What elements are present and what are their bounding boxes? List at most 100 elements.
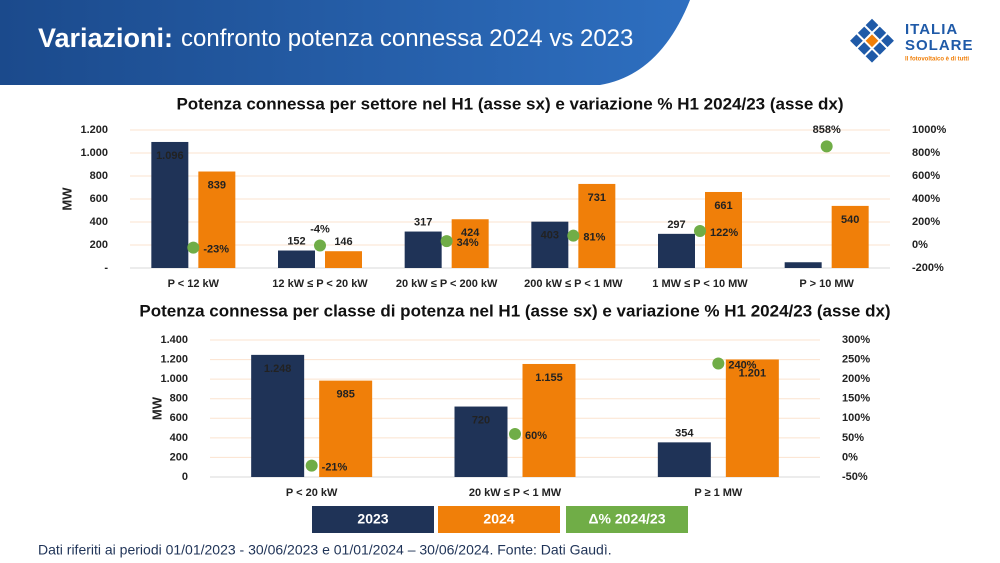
bar: [251, 354, 305, 477]
value-label: 354: [675, 427, 694, 439]
value-label: 985: [336, 389, 354, 401]
y2-tick-label: 1000%: [912, 124, 946, 136]
value-label: 720: [472, 414, 490, 426]
x-tick-label: 1 MW ≤ P < 10 MW: [652, 278, 748, 290]
value-label: 317: [414, 216, 432, 228]
bar: [578, 183, 616, 268]
x-tick-label: P ≥ 1 MW: [694, 487, 743, 499]
chart-title: Potenza connessa per classe di potenza n…: [139, 301, 890, 320]
value-label: 839: [208, 179, 226, 191]
bar: [522, 363, 576, 477]
y-tick-label: 200: [170, 451, 188, 463]
y-axis-title: MW: [59, 187, 74, 211]
bar: [451, 219, 489, 268]
y2-tick-label: 400%: [912, 193, 940, 205]
bar: [831, 205, 869, 268]
delta-point: [509, 427, 521, 440]
bar: [658, 233, 695, 268]
value-label: 1.201: [739, 367, 767, 379]
y-tick-label: 600: [170, 412, 188, 424]
y2-tick-label: 50%: [842, 432, 864, 444]
y-tick-label: -: [104, 262, 108, 274]
legend-label: 2024: [483, 511, 514, 527]
value-label: 403: [541, 230, 559, 242]
legend-label: Δ% 2024/23: [588, 511, 665, 527]
y-tick-label: 400: [170, 432, 188, 444]
legend-swatch: [566, 506, 688, 533]
y-tick-label: 1.200: [160, 353, 188, 365]
value-label: 731: [588, 192, 606, 204]
value-label: 424: [461, 227, 480, 239]
bar: [198, 171, 236, 268]
y2-tick-label: 200%: [842, 373, 870, 385]
value-label: 1.096: [156, 150, 184, 162]
logo-line1: ITALIA: [905, 21, 958, 38]
value-label: 297: [667, 219, 685, 231]
value-label: 540: [841, 214, 859, 226]
bar: [151, 141, 189, 268]
value-label: 146: [334, 236, 352, 248]
x-tick-label: 20 kW ≤ P < 1 MW: [469, 487, 562, 499]
x-tick-label: 20 kW ≤ P < 200 kW: [396, 278, 498, 290]
delta-point: [440, 235, 453, 248]
delta-label: -21%: [322, 462, 348, 474]
y2-tick-label: 100%: [842, 412, 870, 424]
bar: [454, 406, 508, 477]
delta-point: [820, 140, 833, 153]
y-tick-label: 1.000: [160, 373, 188, 385]
delta-point: [187, 241, 200, 254]
header-title-bold: Variazioni:: [38, 23, 173, 53]
value-label: 152: [287, 235, 305, 247]
delta-label: -23%: [203, 244, 229, 256]
y2-tick-label: 150%: [842, 393, 870, 405]
delta-label: 60%: [525, 430, 547, 442]
bar: [325, 251, 362, 268]
y2-tick-label: 0%: [912, 239, 928, 251]
y2-tick-label: 200%: [912, 216, 940, 228]
x-tick-label: P < 12 kW: [168, 278, 220, 290]
x-tick-label: P < 20 kW: [286, 487, 338, 499]
y-tick-label: 0: [182, 471, 188, 483]
header-title-rest: confronto potenza connessa 2024 vs 2023: [181, 25, 633, 52]
bar: [657, 442, 711, 477]
logo-line2: SOLARE: [905, 37, 974, 54]
y2-tick-label: 800%: [912, 147, 940, 159]
y-tick-label: 200: [90, 239, 108, 251]
header-title: Variazioni: confronto potenza connessa 20…: [38, 23, 633, 53]
legend-swatch: [438, 506, 560, 533]
delta-point: [567, 229, 580, 242]
bar: [278, 250, 315, 268]
delta-label: 81%: [583, 232, 605, 244]
y-tick-label: 800: [90, 170, 108, 182]
logo-tagline: Il fotovoltaico è di tutti: [905, 57, 969, 63]
bar: [319, 380, 373, 477]
bar: [404, 231, 442, 268]
y2-tick-label: 600%: [912, 170, 940, 182]
y-tick-label: 1.400: [160, 334, 188, 346]
legend-swatch: [312, 506, 434, 533]
value-label: 661: [714, 200, 732, 212]
delta-label: 240%: [728, 359, 756, 371]
bar: [725, 359, 779, 477]
bar: [784, 262, 822, 268]
delta-point: [305, 459, 318, 472]
delta-label: 858%: [813, 124, 841, 136]
y-tick-label: 1.200: [80, 124, 108, 136]
y-tick-label: 800: [170, 393, 188, 405]
chart-title: Potenza connessa per settore nel H1 (ass…: [176, 94, 843, 113]
y-tick-label: 400: [90, 216, 108, 228]
delta-label: 122%: [710, 227, 738, 239]
value-label: 1.248: [264, 363, 292, 375]
x-tick-label: 200 kW ≤ P < 1 MW: [524, 278, 623, 290]
bar: [531, 221, 569, 268]
delta-point: [314, 239, 326, 252]
y2-tick-label: -200%: [912, 262, 944, 274]
x-tick-label: P > 10 MW: [799, 278, 854, 290]
delta-point: [694, 224, 706, 237]
legend-label: 2023: [357, 511, 388, 527]
delta-label: 34%: [457, 237, 479, 249]
delta-label: -4%: [310, 223, 330, 235]
x-tick-label: 12 kW ≤ P < 20 kW: [272, 278, 368, 290]
bar: [705, 191, 742, 268]
